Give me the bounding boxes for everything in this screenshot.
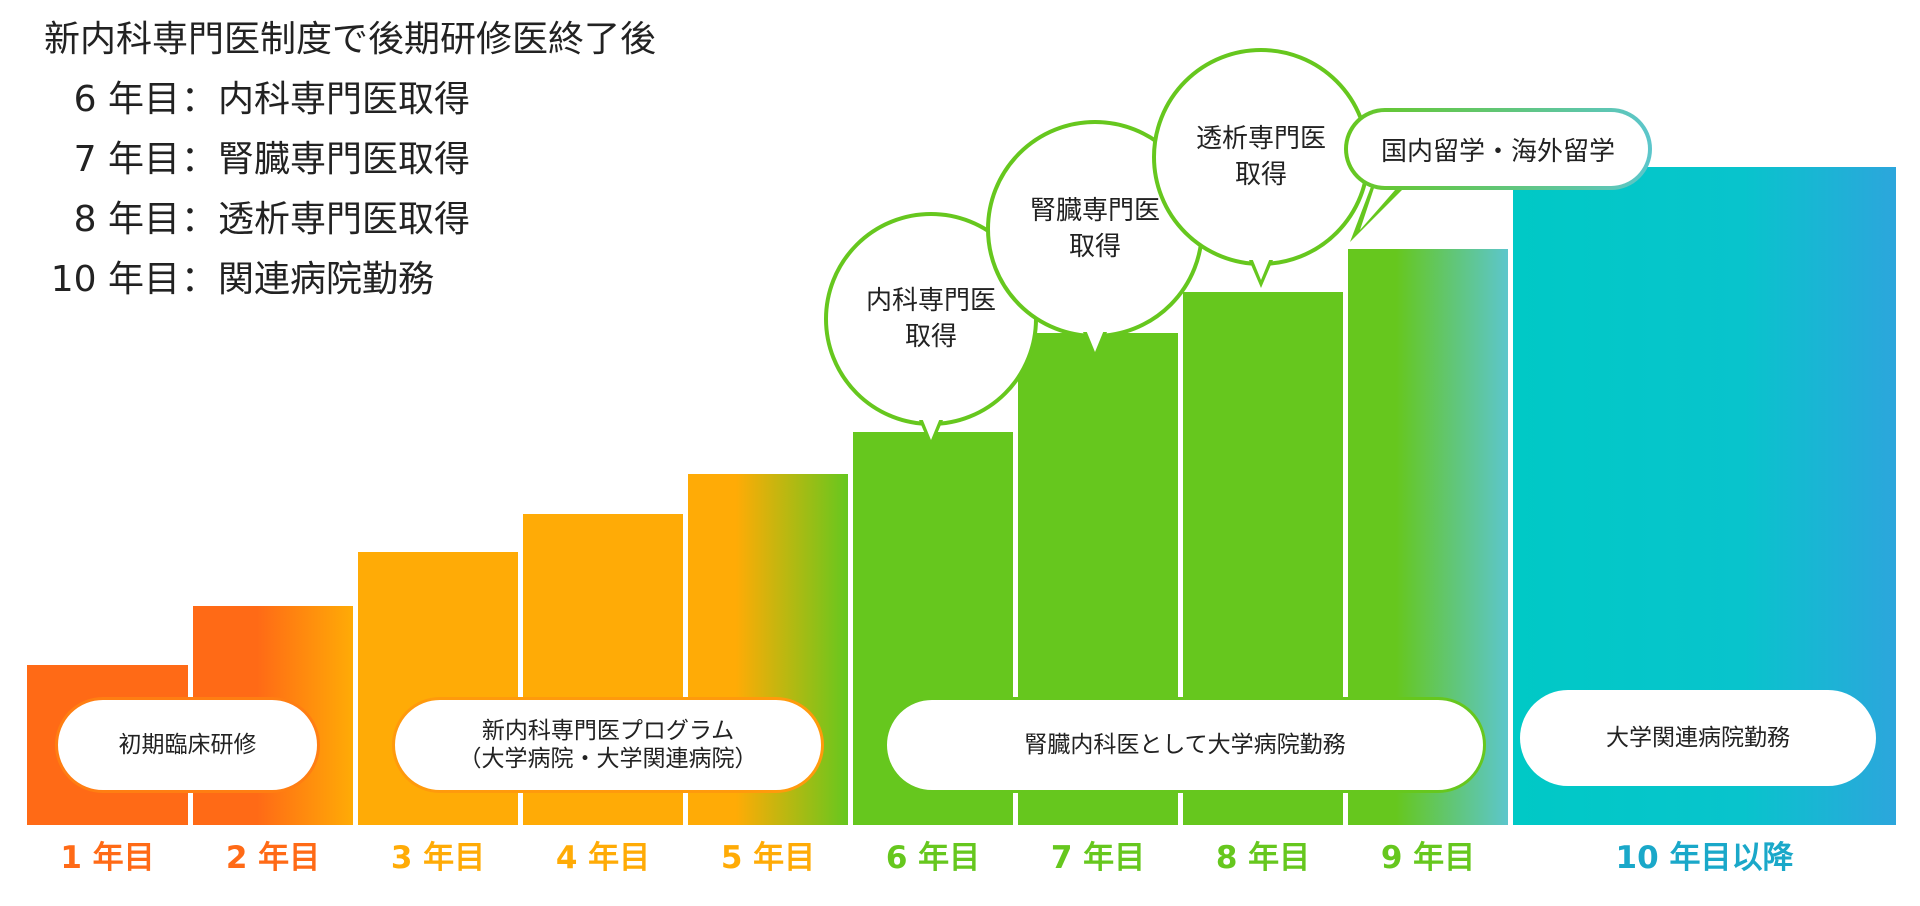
pill-line: （大学病院・大学関連病院） [458,746,758,772]
dialysis-specialist-bubble: 透析専門医 取得 [1152,48,1370,288]
year-label: 10 年目以降 [1615,840,1794,876]
bubble-line: 腎臓専門医 [1029,196,1160,226]
year-label: 5 年目 [720,840,816,876]
year-label: 4 年目 [555,840,651,876]
internal-medicine-program-pill: 新内科専門医プログラム （大学病院・大学関連病院） [392,697,824,793]
study-abroad-bubble: 国内留学・海外留学 [1344,108,1652,190]
bubble-line: 取得 [1234,160,1287,190]
year-label: 9 年目 [1380,840,1476,876]
intro-row: 7 年目：腎臓専門医取得 [44,130,656,190]
year-label: 2 年目 [225,840,321,876]
intro-heading: 新内科専門医制度で後期研修医終了後 [44,19,657,60]
intro-row: 8 年目：透析専門医取得 [44,190,656,250]
intro-row-text: 関連病院勤務 [218,259,435,300]
nephrology-university-pill: 腎臓内科医として大学病院勤務 [884,697,1486,793]
year-label: 8 年目 [1215,840,1311,876]
intro-row: 10 年目：関連病院勤務 [44,250,656,310]
intro-row-year: 6 年目 [73,79,180,120]
intro-row-text: 内科専門医取得 [218,79,471,120]
initial-training-pill: 初期臨床研修 [55,697,320,793]
study-abroad-bubble-tail [1350,182,1408,242]
intro-row-text: 透析専門医取得 [218,199,471,240]
pill-line: 初期臨床研修 [118,732,257,758]
year-label: 7 年目 [1050,840,1146,876]
intro-row-year: 8 年目 [73,199,180,240]
bubble-line: 取得 [904,322,957,352]
bubble-tail-inner [1086,330,1104,352]
intro-row-colon: ： [180,139,217,180]
intro-row-colon: ： [180,199,217,240]
year-label: 1 年目 [60,840,155,876]
bubble-line: 国内留学・海外留学 [1380,136,1615,167]
bubble-line: 透析専門医 [1195,124,1326,154]
intro-text: 新内科専門医制度で後期研修医終了後 6 年目：内科専門医取得 7 年目：腎臓専門… [44,10,656,310]
intro-row-text: 腎臓専門医取得 [218,139,471,180]
intro-row-year: 7 年目 [73,139,180,180]
bubble-line: 内科専門医 [865,286,996,316]
pill-line: 新内科専門医プログラム [481,718,735,744]
intro-row-colon: ： [180,259,217,300]
affiliated-hospital-pill: 大学関連病院勤務 [1520,690,1876,786]
bubble-line: 取得 [1068,232,1121,262]
intro-row: 6 年目：内科専門医取得 [44,70,656,130]
intro-row-year: 10 年目 [50,259,180,300]
bubble-tail-inner [922,418,940,440]
pill-line: 腎臓内科医として大学病院勤務 [1024,732,1346,758]
year-label: 6 年目 [885,840,981,876]
intro-row-colon: ： [180,79,217,120]
pill-line: 大学関連病院勤務 [1606,725,1790,751]
year-label: 3 年目 [390,840,486,876]
bubble-tail-inner [1252,258,1270,280]
